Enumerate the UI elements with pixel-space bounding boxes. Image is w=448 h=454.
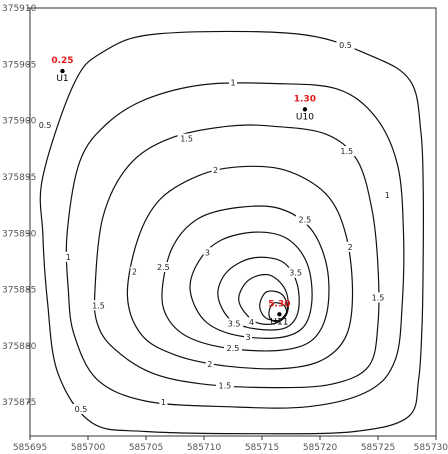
contour-lines [39, 30, 425, 435]
y-tick-label: 375875 [2, 398, 36, 408]
contour-label: 1.5 [219, 381, 232, 390]
contour-label-bg [72, 403, 91, 414]
contour-label: 1 [230, 78, 235, 87]
y-tick-label: 375880 [2, 342, 37, 352]
x-tick-label: 585725 [361, 443, 395, 453]
sample-point-name: U10 [296, 112, 314, 122]
x-tick-label: 585730 [414, 443, 448, 453]
contour-label: 3.5 [228, 319, 241, 328]
contour-label-bg [247, 317, 256, 328]
contour-line-3 [189, 231, 313, 339]
contour-label: 1 [66, 253, 71, 262]
contour-label-bg [205, 358, 214, 369]
x-tick-label: 585700 [71, 443, 106, 453]
contour-label-bg [337, 146, 356, 157]
contour-label: 4 [249, 318, 254, 327]
y-tick-label: 375900 [2, 117, 37, 127]
x-tick-label: 585710 [187, 443, 222, 453]
contour-label-bg [89, 300, 108, 311]
contour-label: 3.5 [289, 269, 302, 278]
contour-label-bg [203, 247, 212, 258]
contour-label: 1 [161, 398, 166, 407]
x-tick-label: 585715 [245, 443, 279, 453]
y-tick-label: 375885 [2, 286, 36, 296]
contour-label-bg [36, 120, 55, 131]
x-tick-label: 585720 [303, 443, 338, 453]
sample-point-name: U1 [56, 74, 68, 84]
contour-label: 2 [207, 360, 212, 369]
sample-point-marker [302, 107, 308, 112]
contour-label: 1 [385, 191, 390, 200]
contour-label-bg [130, 266, 139, 277]
contour-label-bg [229, 77, 237, 88]
contour-label: 1.5 [340, 147, 353, 156]
contour-label-bg [177, 133, 196, 144]
contour-label: 1.5 [372, 293, 385, 302]
contour-line-1 [65, 82, 405, 409]
contour-label: 0.5 [39, 121, 52, 130]
contour-label-bg [346, 241, 355, 252]
contour-label-bg [211, 165, 220, 176]
contour-labels: 0.5 0.5 0.5 1 1 1 1 1.5 1.5 1.5 1.5 1.5 2 2 2 2 2.5 2.5 2.… [36, 40, 392, 414]
contour-line-4-5 [259, 290, 289, 322]
contour-label: 1.5 [180, 135, 193, 144]
contour-label: 3 [246, 333, 251, 342]
contour-label: 2 [213, 166, 218, 175]
contour-label: 0.5 [339, 41, 352, 50]
contour-label-bg [369, 292, 387, 303]
sample-point-value: 5.30 [268, 299, 290, 309]
plot-frame [29, 7, 437, 437]
contour-label: 2 [348, 243, 353, 252]
y-tick-label: 375890 [2, 229, 37, 239]
x-tick-label: 585695 [13, 443, 47, 453]
contour-label-bg [295, 214, 314, 225]
contour-line-2-5 [161, 205, 330, 352]
contour-label-bg [286, 267, 305, 278]
sample-point-marker [60, 68, 65, 74]
sample-point-name: U11 [270, 317, 288, 327]
y-tick-label: 375905 [2, 60, 36, 70]
contour-line-0-5 [39, 30, 425, 435]
contour-label-bg [224, 343, 242, 354]
contour-label: 2.5 [157, 263, 170, 272]
sample-point-marker [277, 312, 282, 317]
sample-point-value: 1.30 [294, 94, 316, 104]
contour-line-2 [126, 165, 354, 370]
sample-points: 0.25 U1 1.30 U10 5.30 U11 [51, 56, 316, 327]
contour-label: 1.5 [92, 301, 105, 310]
contour-label-bg [244, 331, 253, 342]
contour-label-bg [64, 251, 73, 262]
y-tick-label: 375910 [2, 4, 37, 14]
contour-label: 2.5 [227, 344, 240, 353]
contour-line-5 [268, 302, 288, 323]
contour-label-bg [215, 380, 234, 391]
contour-label-bg [159, 397, 168, 408]
contour-label-bg [383, 189, 392, 200]
y-tick-label: 375895 [2, 173, 36, 183]
contour-label-bg [225, 318, 244, 329]
contour-line-1-5 [93, 124, 380, 389]
contour-label-bg [336, 40, 355, 51]
contour-label: 2 [132, 268, 137, 277]
contour-label-bg [154, 262, 173, 273]
x-tick-label: 585705 [129, 443, 163, 453]
axes: 585695 585700 585705 585710 585715 585720 5857… [2, 4, 448, 453]
sample-point-value: 0.25 [51, 56, 73, 66]
contour-label: 0.5 [75, 405, 88, 414]
contour-label: 2.5 [299, 216, 312, 225]
contour-label: 3 [205, 248, 210, 257]
